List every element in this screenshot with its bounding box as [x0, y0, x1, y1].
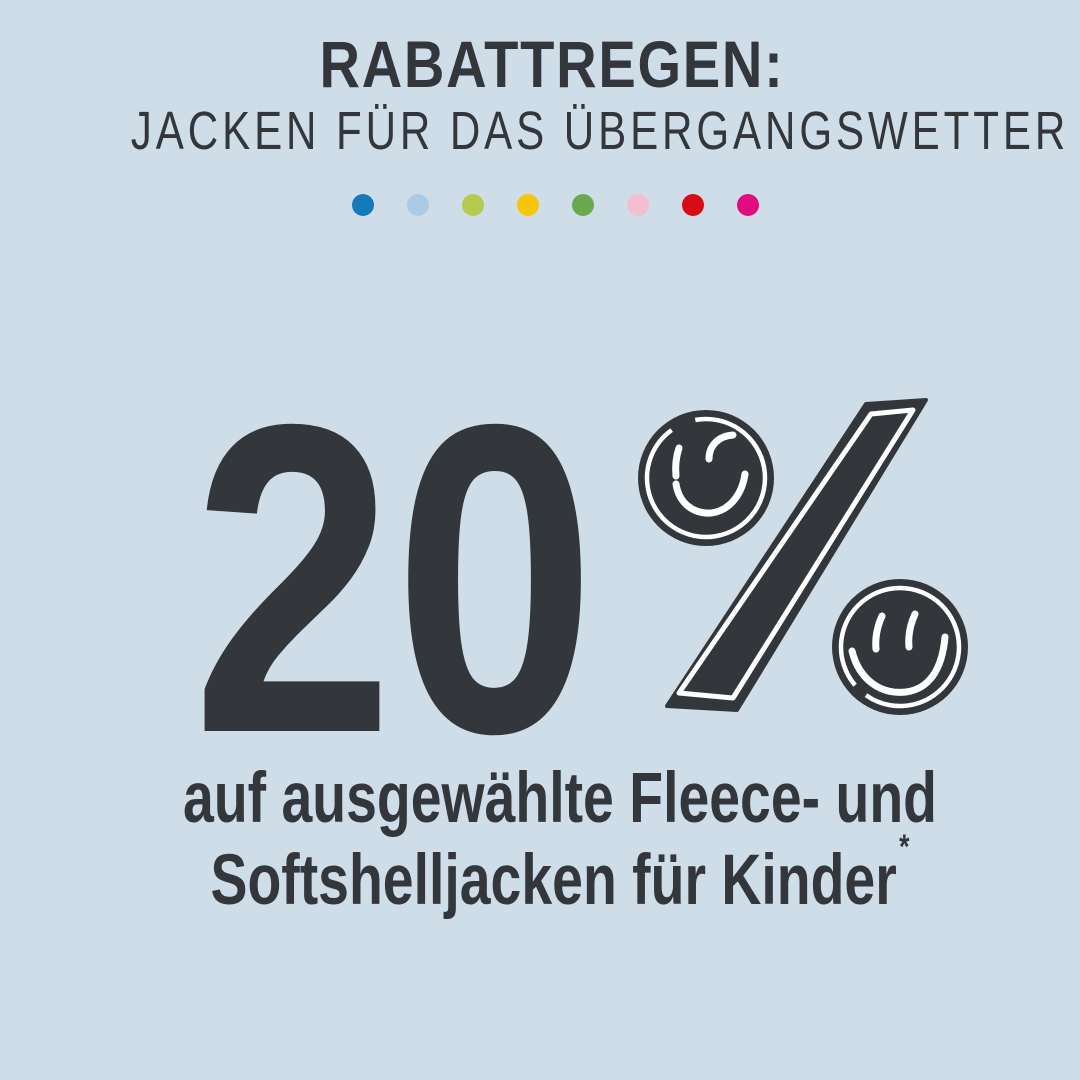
color-dot: [626, 194, 649, 216]
color-dot: [571, 194, 594, 216]
offer-description-line-2: Softshelljacken für Kinder: [210, 841, 897, 920]
color-dot: [681, 194, 704, 216]
subheadline: JACKEN FÜR DAS ÜBERGANGSWETTER: [130, 101, 1070, 161]
color-dot: [406, 194, 429, 216]
color-dot: [461, 194, 484, 216]
headline: RABATTREGEN:: [319, 27, 785, 101]
color-dot: [351, 194, 374, 216]
percent-smiley-icon: [637, 398, 968, 715]
offer-description: auf ausgewählte Fleece- und Softshelljac…: [139, 758, 981, 922]
color-dot: [516, 194, 539, 216]
footnote-asterisk: *: [899, 828, 910, 867]
discount-value: 20: [192, 334, 597, 825]
offer-description-line-1: auf ausgewählte Fleece- und: [183, 759, 937, 838]
decorative-color-dots: [15, 194, 1080, 216]
color-dot: [736, 194, 759, 216]
discount-lockup: 20: [0, 360, 1080, 800]
